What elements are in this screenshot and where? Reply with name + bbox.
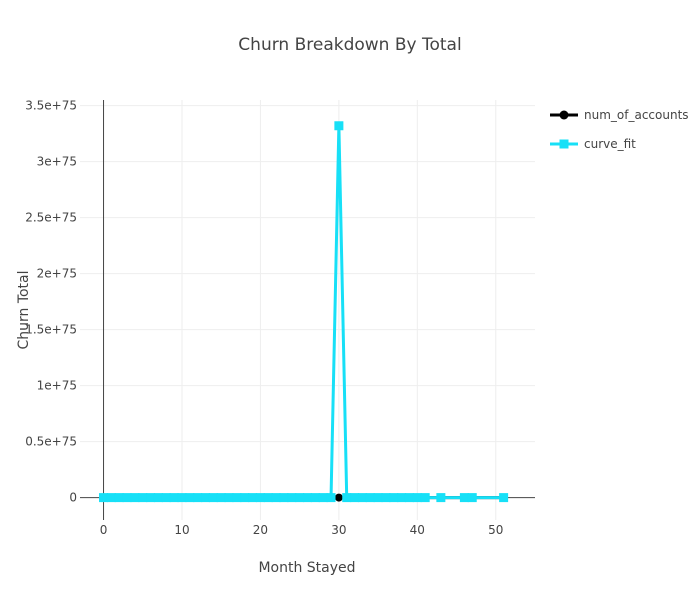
data-point[interactable]: [373, 493, 383, 503]
data-point[interactable]: [287, 493, 297, 503]
data-point[interactable]: [467, 493, 477, 503]
data-point[interactable]: [185, 493, 195, 503]
data-point[interactable]: [404, 493, 414, 503]
data-point[interactable]: [232, 493, 242, 503]
data-point[interactable]: [153, 493, 163, 503]
y-tick-label: 0.5e+75: [25, 435, 77, 449]
legend-label: num_of_accounts: [584, 108, 689, 122]
legend-marker-square: [559, 139, 569, 149]
data-point[interactable]: [106, 493, 116, 503]
x-tick-label: 50: [488, 523, 503, 537]
data-point[interactable]: [146, 493, 156, 503]
y-tick-label: 3.5e+75: [25, 99, 77, 113]
data-point[interactable]: [295, 493, 305, 503]
legend-label: curve_fit: [584, 137, 636, 151]
x-axis-title: Month Stayed: [258, 560, 355, 576]
data-point[interactable]: [138, 493, 148, 503]
data-point[interactable]: [318, 493, 328, 503]
data-point[interactable]: [499, 493, 509, 503]
chart-title: Churn Breakdown By Total: [238, 35, 461, 55]
grid-lines: [80, 100, 535, 520]
legend-item-curve_fit[interactable]: curve_fit: [550, 137, 636, 151]
x-tick-label: 40: [410, 523, 425, 537]
data-point[interactable]: [350, 493, 360, 503]
data-point[interactable]: [255, 493, 265, 503]
data-point[interactable]: [248, 493, 258, 503]
data-point[interactable]: [381, 493, 391, 503]
data-point[interactable]: [240, 493, 250, 503]
series-curve_fit: [99, 121, 509, 503]
data-point[interactable]: [326, 493, 336, 503]
data-point[interactable]: [193, 493, 203, 503]
y-tick-label: 1e+75: [37, 379, 77, 393]
data-point[interactable]: [216, 493, 226, 503]
data-point[interactable]: [310, 493, 320, 503]
data-point[interactable]: [201, 493, 211, 503]
y-tick-label: 3e+75: [37, 155, 77, 169]
y-tick-label: 2.5e+75: [25, 211, 77, 225]
legend-marker-circle: [559, 110, 569, 120]
y-tick-label: 2e+75: [37, 267, 77, 281]
y-tick-label: 0: [69, 491, 77, 505]
data-point[interactable]: [389, 493, 399, 503]
data-point[interactable]: [397, 493, 407, 503]
data-point[interactable]: [412, 493, 422, 503]
data-point[interactable]: [334, 493, 343, 502]
tick-labels: 0 0.5e+75 1e+75 1.5e+75 2e+75 2.5e+75 3e+75 3.5…: [25, 99, 503, 537]
data-point[interactable]: [224, 493, 234, 503]
x-tick-label: 0: [100, 523, 108, 537]
data-point[interactable]: [342, 493, 352, 503]
data-point[interactable]: [459, 493, 469, 503]
legend[interactable]: num_of_accounts curve_fit: [550, 108, 689, 151]
data-point[interactable]: [279, 493, 289, 503]
data-point[interactable]: [114, 493, 124, 503]
data-point[interactable]: [436, 493, 446, 503]
data-point[interactable]: [357, 493, 367, 503]
data-point[interactable]: [169, 493, 179, 503]
x-tick-label: 30: [331, 523, 346, 537]
data-point[interactable]: [334, 121, 344, 131]
data-point[interactable]: [122, 493, 132, 503]
axes: [80, 100, 535, 520]
legend-item-num_of_accounts[interactable]: num_of_accounts: [550, 108, 689, 122]
data-point[interactable]: [99, 493, 109, 503]
y-axis-title: Churn Total: [16, 270, 32, 349]
y-tick-label: 1.5e+75: [25, 323, 77, 337]
data-point[interactable]: [271, 493, 281, 503]
x-tick-label: 10: [174, 523, 189, 537]
plot-series: [99, 121, 509, 503]
x-tick-label: 20: [253, 523, 268, 537]
data-point[interactable]: [130, 493, 140, 503]
data-point[interactable]: [263, 493, 273, 503]
data-point[interactable]: [161, 493, 171, 503]
data-point[interactable]: [365, 493, 375, 503]
data-point[interactable]: [303, 493, 312, 503]
data-point[interactable]: [177, 493, 187, 503]
data-point[interactable]: [208, 493, 218, 503]
data-point[interactable]: [420, 493, 430, 503]
